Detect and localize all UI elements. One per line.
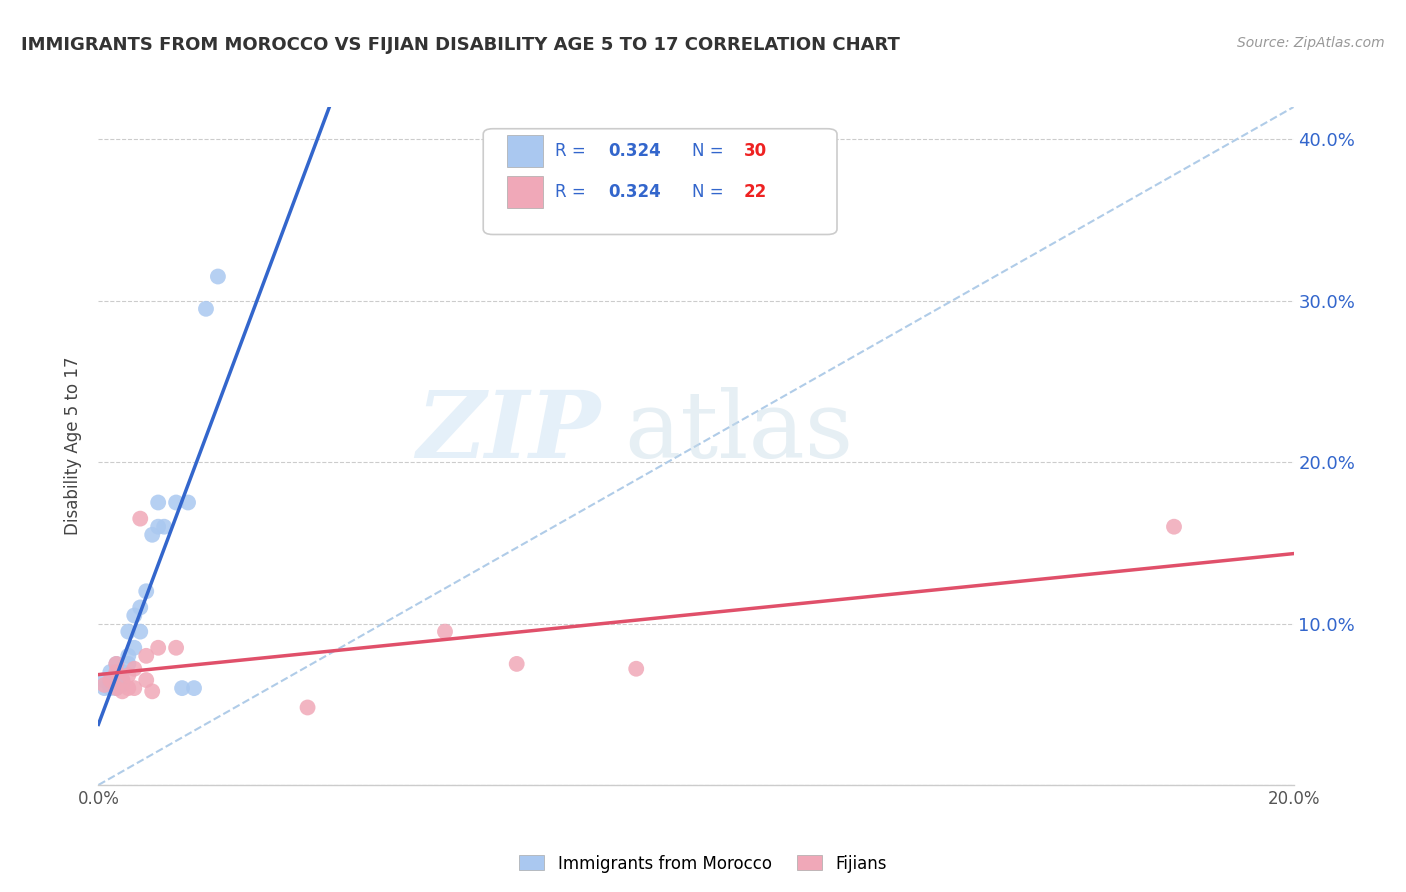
Point (183, 681, 205, 695)
Point (1163, 519, 1185, 533)
Point (177, 495, 200, 509)
Text: 0.324: 0.324 (609, 142, 661, 160)
FancyBboxPatch shape (484, 128, 837, 235)
Point (105, 668, 128, 682)
Point (124, 662, 146, 676)
Y-axis label: Disability Age 5 to 17: Disability Age 5 to 17 (65, 357, 83, 535)
Point (98, 665, 122, 679)
Text: 22: 22 (744, 183, 768, 201)
Point (117, 657, 139, 671)
Point (141, 528, 163, 542)
Point (111, 665, 134, 679)
Point (434, 624, 457, 639)
Point (129, 511, 152, 525)
Text: N =: N = (692, 183, 730, 201)
Point (111, 673, 134, 687)
Point (165, 640, 187, 655)
Point (105, 657, 128, 671)
Point (129, 600, 152, 615)
Point (93, 673, 115, 687)
Point (93, 681, 115, 695)
Point (111, 673, 134, 687)
Point (98, 678, 122, 692)
Text: ZIP: ZIP (416, 387, 600, 477)
Bar (508, 135, 543, 168)
Point (111, 678, 134, 692)
Point (105, 657, 128, 671)
Point (117, 648, 139, 663)
Text: atlas: atlas (624, 387, 853, 477)
Text: R =: R = (555, 142, 591, 160)
Point (105, 681, 128, 695)
Text: 0.324: 0.324 (609, 183, 661, 201)
Point (165, 495, 187, 509)
Bar (508, 176, 543, 208)
Point (111, 684, 134, 698)
Text: IMMIGRANTS FROM MOROCCO VS FIJIAN DISABILITY AGE 5 TO 17 CORRELATION CHART: IMMIGRANTS FROM MOROCCO VS FIJIAN DISABI… (21, 36, 900, 54)
Legend: Immigrants from Morocco, Fijians: Immigrants from Morocco, Fijians (513, 848, 893, 880)
Point (172, 681, 194, 695)
Point (135, 648, 157, 663)
Point (626, 662, 648, 676)
Point (141, 684, 163, 698)
Point (105, 678, 128, 692)
Point (135, 673, 157, 687)
Point (117, 624, 139, 639)
Point (148, 519, 170, 533)
Point (93, 678, 115, 692)
Text: N =: N = (692, 142, 730, 160)
Point (129, 624, 152, 639)
Point (297, 700, 319, 714)
Point (124, 608, 146, 623)
Point (124, 640, 146, 655)
Point (98, 681, 122, 695)
Point (207, 269, 229, 284)
Point (148, 495, 170, 509)
Point (105, 665, 128, 679)
Point (124, 681, 146, 695)
Point (105, 681, 128, 695)
Point (195, 301, 218, 316)
Point (148, 640, 170, 655)
Point (135, 584, 157, 599)
Point (117, 668, 139, 682)
Point (117, 681, 139, 695)
Point (506, 657, 529, 671)
Text: Source: ZipAtlas.com: Source: ZipAtlas.com (1237, 36, 1385, 50)
Point (98, 673, 122, 687)
Text: 30: 30 (744, 142, 766, 160)
Point (153, 519, 176, 533)
Text: R =: R = (555, 183, 591, 201)
